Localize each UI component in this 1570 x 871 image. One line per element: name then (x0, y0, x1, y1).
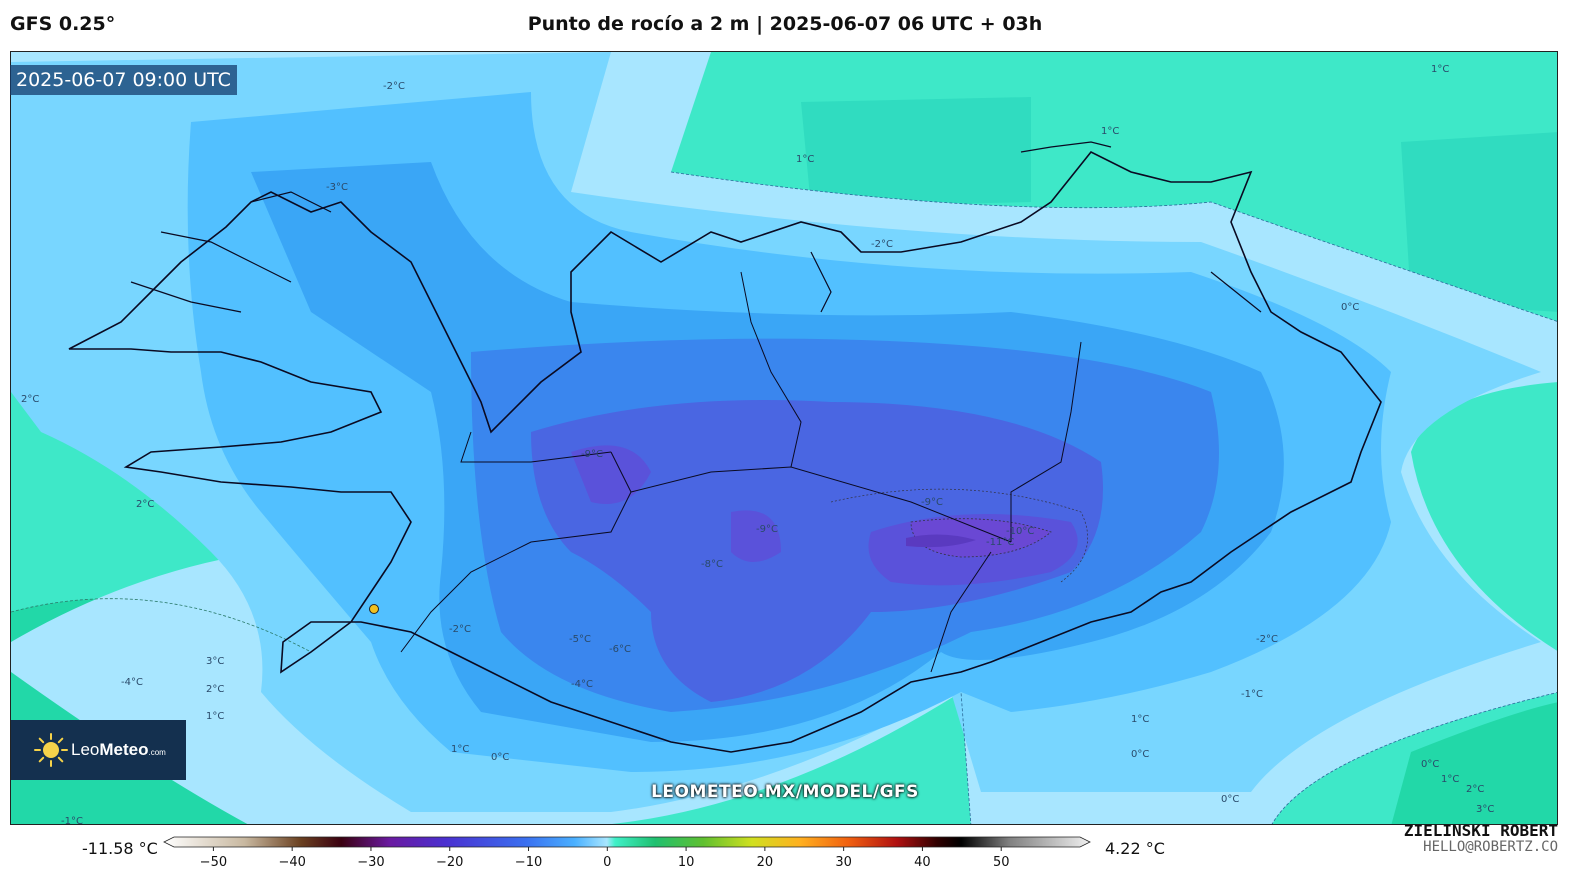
colorbar-tick-label: −10 (515, 855, 542, 870)
contour-label: 0°C (1421, 759, 1439, 770)
contour-label: 0°C (1341, 302, 1359, 313)
colorbar-tick-label: −20 (436, 855, 463, 870)
contour-label: -1°C (61, 816, 83, 825)
contour-label: 2°C (21, 394, 39, 405)
contour-label: -9°C (756, 524, 778, 535)
contour-label: 1°C (451, 744, 469, 755)
contour-label: -11°C (986, 537, 1014, 548)
author-credit: ZIELINSKI ROBERT HELLO@ROBERTZ.CO (1404, 822, 1558, 856)
city-marker-icon (369, 604, 379, 614)
colorbar-tick-label: 50 (993, 855, 1010, 870)
colorbar-max-label: 4.22 °C (1105, 839, 1165, 858)
colorbar: −50 −40 −30 −20 −10 0 10 20 30 40 50 (163, 836, 1091, 870)
contour-label: 3°C (206, 656, 224, 667)
contour-label: 1°C (206, 711, 224, 722)
contour-label: 0°C (491, 752, 509, 763)
contour-label: -2°C (383, 81, 405, 92)
contour-label: 1°C (796, 154, 814, 165)
contour-label: -2°C (1256, 634, 1278, 645)
contour-label: -3°C (326, 182, 348, 193)
contour-label: -2°C (871, 239, 893, 250)
contour-label: -6°C (609, 644, 631, 655)
author-email: HELLO@ROBERTZ.CO (1423, 839, 1558, 855)
contour-label: 0°C (1131, 749, 1149, 760)
colorbar-gradient (163, 836, 1091, 848)
brand-logo[interactable]: LeoMeteo.com (11, 720, 186, 780)
colorbar-tick-label: 0 (603, 855, 611, 870)
contour-label: -10°C (1006, 526, 1034, 537)
contour-label: -4°C (121, 677, 143, 688)
contour-label: -5°C (569, 634, 591, 645)
colorbar-tick-label: 20 (757, 855, 774, 870)
valid-time-badge: 2025-06-07 09:00 UTC (10, 65, 237, 95)
dewpoint-field-map: -2°C 1°C 1°C 1°C -3°C -2°C 0°C 2°C 2°C -… (11, 52, 1557, 825)
contour-label: -8°C (701, 559, 723, 570)
colorbar-tick-label: −50 (200, 855, 227, 870)
colorbar-tick-label: 40 (914, 855, 931, 870)
colorbar-tick-label: 30 (835, 855, 852, 870)
contour-label: -1°C (1241, 689, 1263, 700)
model-label: GFS 0.25° (10, 13, 116, 35)
map-title: Punto de rocío a 2 m | 2025-06-07 06 UTC… (527, 13, 1043, 35)
contour-label: 1°C (1101, 126, 1119, 137)
brand-name: LeoMeteo.com (71, 740, 166, 759)
contour-label: 1°C (1131, 714, 1149, 725)
contour-label: -2°C (449, 624, 471, 635)
contour-label: 2°C (136, 499, 154, 510)
colorbar-min-label: -11.58 °C (82, 839, 158, 858)
author-name: ZIELINSKI ROBERT (1403, 821, 1558, 840)
contour-label: 2°C (1466, 784, 1484, 795)
contour-label: -9°C (921, 497, 943, 508)
contour-label: 1°C (1441, 774, 1459, 785)
colorbar-tick-label: −40 (278, 855, 305, 870)
colorbar-tick-label: 10 (678, 855, 695, 870)
source-watermark: LEOMETEO.MX/MODEL/GFS (651, 782, 919, 802)
contour-label: -4°C (571, 679, 593, 690)
sun-icon (34, 733, 68, 767)
contour-label: 2°C (206, 684, 224, 695)
contour-label: 3°C (1476, 804, 1494, 815)
map-panel[interactable]: -2°C 1°C 1°C 1°C -3°C -2°C 0°C 2°C 2°C -… (10, 51, 1558, 825)
contour-label: 0°C (1221, 794, 1239, 805)
contour-label: -9°C (581, 449, 603, 460)
colorbar-tick-label: −30 (357, 855, 384, 870)
contour-label: 1°C (1431, 64, 1449, 75)
